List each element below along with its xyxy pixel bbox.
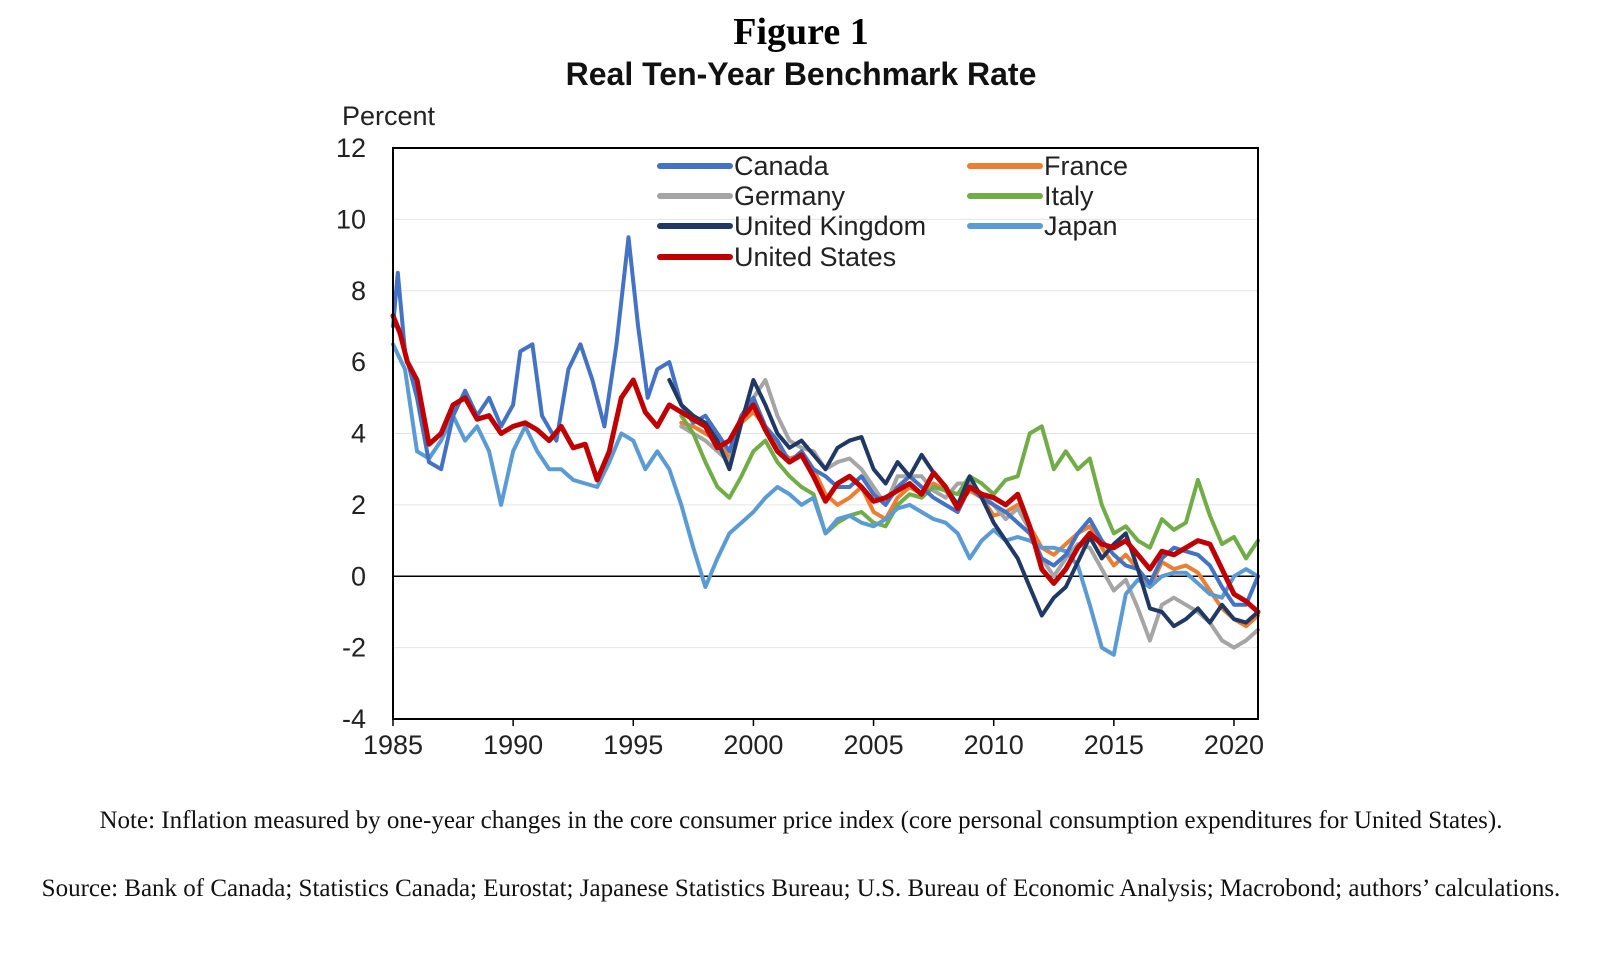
chart-title: Real Ten-Year Benchmark Rate [565,56,1037,92]
series-lines [390,235,1261,657]
y-tick-label: 8 [351,276,366,306]
y-axis-label: Percent [342,101,436,131]
x-tick-label: 1985 [363,730,423,760]
series-line-united-states [390,313,1261,615]
legend-label-italy: Italy [1044,181,1094,211]
legend-label-canada: Canada [734,151,830,181]
y-tick-label: 12 [336,133,366,163]
x-tick-label: 2010 [964,730,1024,760]
plot-frame [392,147,1259,720]
x-tick-label: 2000 [723,730,783,760]
tick-labels: -4 -2 0 2 4 6 8 10 12 1985 1990 1995 2000 2005 2010 201… [336,133,1264,760]
series-line-united-kingdom [667,378,1260,629]
y-tick-label: 0 [351,561,366,591]
x-tick-label: 2020 [1204,730,1264,760]
x-tick-label: 1990 [483,730,543,760]
gridlines [393,218,1258,649]
x-tick-label: 1995 [603,730,663,760]
y-tick-label: -2 [342,633,366,663]
x-tick-label: 2015 [1084,730,1144,760]
figure-label: Figure 1 [733,11,869,53]
legend-label-united-kingdom: United Kingdom [734,211,926,241]
legend-label-japan: Japan [1044,211,1118,241]
y-tick-label: 2 [351,490,366,520]
legend-label-france: France [1044,151,1128,181]
line-chart: Percent -4 -2 0 2 4 6 8 10 12 1985 1990 1995 2000 200… [336,101,1264,760]
y-tick-label: 6 [351,347,366,377]
legend: Canada France Germany Italy United Kingdom Ja… [657,151,1128,272]
x-tick-label: 2005 [844,730,904,760]
series-line-germany [679,378,1260,650]
y-tick-label: 10 [336,204,366,234]
series-line-japan [391,342,1260,657]
legend-label-united-states: United States [734,242,896,272]
figure-note: Note: Inflation measured by one-year cha… [99,807,1503,834]
y-tick-label: -4 [342,704,366,734]
y-tick-label: 4 [351,419,366,449]
figure-source: Source: Bank of Canada; Statistics Canad… [41,875,1561,902]
legend-label-germany: Germany [734,181,846,211]
